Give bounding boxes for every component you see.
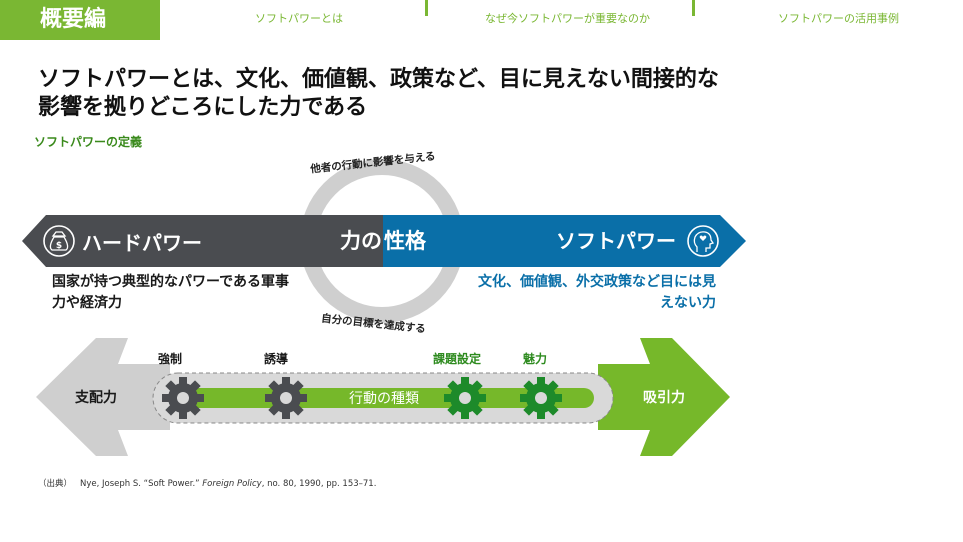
gear-agenda-setting-icon <box>444 377 486 419</box>
svg-text:$: $ <box>56 241 62 251</box>
dominance-label: 支配力 <box>74 389 117 406</box>
page-title: ソフトパワーとは、文化、価値観、政策など、目に見えない間接的な 影響を拠りどころ… <box>38 66 798 122</box>
soft-power-description: 文化、価値観、外交政策など目には見えない力 <box>478 274 716 311</box>
coercion-label: 強制 <box>158 352 183 366</box>
source-author: Nye, Joseph S. “Soft Power.” <box>80 479 200 489</box>
tab-why-soft-power-matters[interactable]: なぜ今ソフトパワーが重要なのか <box>485 12 650 25</box>
tab-divider-2 <box>428 0 695 16</box>
hard-power-description: 国家が持つ典型的なパワーである軍事力や経済力 <box>52 274 290 311</box>
source-details: , no. 80, 1990, pp. 153–71. <box>261 479 377 489</box>
soft-power-label: ソフトパワー <box>556 229 676 253</box>
section-tag: 概要編 <box>0 0 160 40</box>
behavior-bar-label: 行動の種類 <box>349 391 419 407</box>
source-citation: （出典） Nye, Joseph S. “Soft Power.” Foreign… <box>38 477 376 489</box>
agenda-setting-label: 課題設定 <box>433 352 482 366</box>
page-title-line-2: 影響を拠りどころにした力である <box>38 95 368 120</box>
inducement-label: 誘導 <box>264 352 289 366</box>
dominance-arrow <box>36 338 170 456</box>
page-title-line-1: ソフトパワーとは、文化、価値観、政策など、目に見えない間接的な <box>38 67 719 92</box>
gear-inducement-icon <box>265 377 307 419</box>
hard-power-label: ハードパワー <box>82 231 202 255</box>
power-nature-label-right: 性格 <box>384 229 427 253</box>
section-subtitle: ソフトパワーの定義 <box>34 135 143 149</box>
source-journal: Foreign Policy <box>202 479 262 489</box>
attraction-label: 吸引力 <box>643 389 685 406</box>
source-label: （出典） <box>38 479 73 489</box>
tab-divider-1 <box>160 0 428 16</box>
attraction-item-label: 魅力 <box>523 352 548 366</box>
soft-power-band <box>383 215 746 267</box>
head-heart-icon <box>687 225 719 257</box>
power-nature-label-left: 力の <box>340 229 382 253</box>
tab-soft-power-cases[interactable]: ソフトパワーの活用事例 <box>778 12 899 25</box>
tab-soft-power-definition[interactable]: ソフトパワーとは <box>255 12 343 25</box>
attraction-arrow <box>598 338 730 456</box>
money-bag-icon: $ <box>43 225 75 257</box>
gear-attraction-icon <box>520 377 562 419</box>
gear-coercion-icon <box>162 377 204 419</box>
hard-power-band <box>22 215 383 267</box>
